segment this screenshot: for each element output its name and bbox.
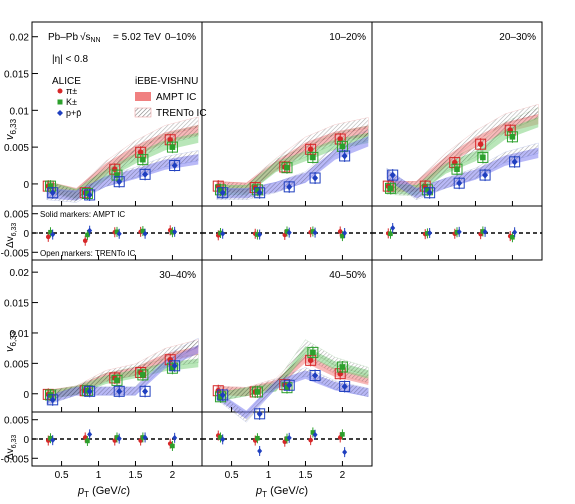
ratio-point-K±	[340, 432, 345, 437]
ratio-point-K±	[85, 233, 90, 238]
data-point-π±	[308, 147, 314, 153]
legend-trento-label: TRENTo IC	[156, 108, 207, 119]
ratio-point-K±	[255, 436, 260, 441]
y-tick-label: 0	[23, 390, 29, 401]
centrality-label: 20–30%	[499, 32, 536, 43]
y-tick-label: 0.01	[10, 106, 30, 117]
legend-pion-label: π±	[66, 86, 77, 96]
open-note: Open markers: TRENTo IC	[40, 249, 136, 258]
centrality-label: 40–50%	[329, 270, 366, 281]
ratio-point-π±	[83, 238, 88, 243]
panel-0: 0–10% 0 0.005 0.01 0.015 0.02 -0.005 0 0.005	[1, 22, 202, 260]
centrality-label: 0–10%	[165, 32, 196, 43]
legend-proton-label: p+p̄	[66, 108, 81, 118]
data-point-p+p̄	[142, 388, 148, 395]
y-diff-tick-label: 0.005	[4, 210, 29, 221]
data-point-K±	[340, 364, 346, 370]
y-diff-tick-label: 0	[23, 229, 29, 240]
legend-ampt-label: AMPT IC	[156, 92, 196, 103]
ratio-point-K±	[170, 444, 175, 449]
data-point-p+p̄	[257, 410, 263, 417]
y-tick-label: 0.015	[4, 299, 29, 310]
energy-label: = 5.02 TeV	[113, 32, 161, 43]
y-diff-tick-label: 0.005	[4, 416, 29, 427]
sqrt-s-label: √sNN	[80, 31, 101, 44]
system-label: Pb–Pb	[48, 32, 78, 43]
y-tick-label: 0.02	[10, 33, 30, 44]
legend-trento-band	[135, 108, 151, 117]
y-tick-label: 0.02	[10, 268, 30, 279]
data-point-K±	[340, 144, 346, 150]
y-diff-tick-label: -0.005	[1, 248, 30, 259]
y-tick-label: 0	[23, 180, 29, 191]
y-main-title-lower: v6,33	[4, 330, 18, 352]
legend-ampt-band	[135, 92, 151, 101]
x-tick-label: 0.5	[225, 470, 239, 481]
data-point-K±	[310, 350, 316, 356]
x-tick-label: 1	[96, 470, 102, 481]
x-title-left: pT (GeV/c)	[77, 485, 130, 499]
centrality-label: 10–20%	[329, 32, 366, 43]
ratio-point-p+p̄	[257, 448, 262, 454]
x-tick-label: 2	[170, 470, 176, 481]
ratio-point-π±	[308, 438, 313, 443]
x-title-right: pT (GeV/c)	[255, 485, 308, 499]
x-tick-label: 2	[340, 470, 346, 481]
data-point-π±	[478, 141, 484, 147]
rapidity-label: |η| < 0.8	[52, 54, 88, 65]
data-point-K±	[480, 155, 486, 161]
ratio-point-K±	[510, 235, 515, 240]
centrality-label: 30–40%	[159, 270, 196, 281]
panel-3: 30–40%00.0050.010.0150.02-0.00500.0050.5…	[1, 260, 202, 481]
data-point-K±	[284, 165, 290, 171]
x-tick-label: 1	[266, 470, 272, 481]
y-tick-label: 0.015	[4, 70, 29, 81]
y-tick-label: 0.005	[4, 143, 29, 154]
panel-1: 10–20%	[202, 22, 372, 260]
data-point-K±	[454, 166, 460, 172]
legend-kaon-label: K±	[66, 97, 77, 107]
ratio-point-π±	[46, 235, 51, 240]
data-point-K±	[140, 372, 146, 378]
x-tick-label: 1.5	[129, 470, 143, 481]
y-diff-tick-label: 0	[23, 435, 29, 446]
model-label: iEBE-VISHNU	[135, 76, 198, 87]
solid-note: Solid markers: AMPT IC	[40, 210, 125, 219]
data-point-π±	[167, 357, 173, 363]
data-point-K±	[140, 157, 146, 163]
x-tick-label: 1.5	[299, 470, 313, 481]
legend-kaon-marker	[58, 100, 63, 105]
legend-proton-marker	[57, 110, 63, 116]
legend-pion-marker	[58, 89, 63, 94]
panel-4: 40–50% 0.5 1 1.5 2	[202, 260, 372, 481]
data-point-K±	[510, 134, 516, 140]
panel-2: 20–30%	[372, 22, 542, 260]
data-point-K±	[310, 155, 316, 161]
ratio-point-π±	[338, 229, 343, 234]
data-point-K±	[388, 186, 394, 192]
ratio-point-K±	[388, 231, 393, 236]
y-main-title-upper: v6,33	[4, 118, 18, 140]
y-diff-title-upper: Δv6,33	[5, 223, 18, 248]
ratio-point-p+p̄	[172, 435, 177, 441]
x-tick-label: 0.5	[55, 470, 69, 481]
ratio-point-p+p̄	[342, 449, 347, 455]
ratio-point-K±	[85, 439, 90, 444]
data-point-K±	[114, 378, 120, 384]
data-point-K±	[255, 389, 261, 395]
y-tick-label: 0.005	[4, 359, 29, 370]
data-point-K±	[170, 144, 176, 150]
